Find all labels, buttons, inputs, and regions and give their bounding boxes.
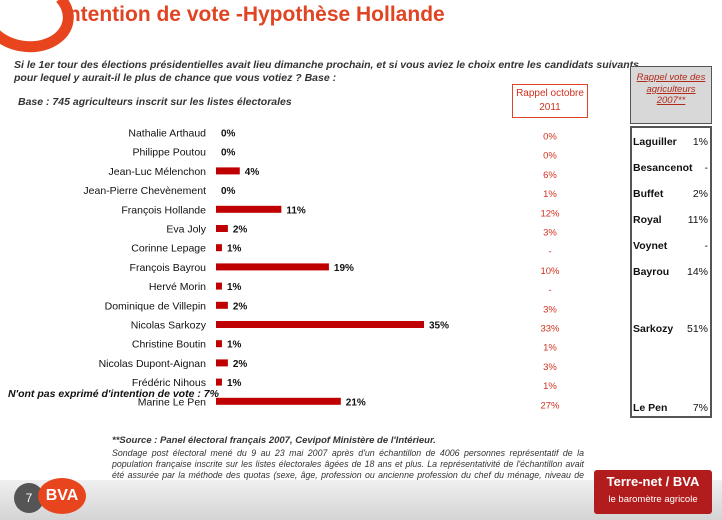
bva-logo: BVA	[38, 478, 86, 514]
bar	[216, 321, 424, 328]
side-panel-name: Bayrou	[633, 266, 670, 278]
rappel-value: -	[548, 247, 551, 258]
source-title: **Source : Panel électoral français 2007…	[112, 435, 436, 446]
terre-net-title: Terre-net / BVA	[606, 474, 700, 489]
bar	[216, 225, 228, 232]
side-panel-name: Buffet	[633, 188, 664, 200]
category-label: Jean-Luc Mélenchon	[109, 166, 207, 178]
rappel-value: 27%	[540, 400, 560, 411]
rappel-value: 3%	[543, 362, 557, 373]
rappel-value: 3%	[543, 228, 557, 239]
value-label: 0%	[221, 129, 236, 140]
value-label: 1%	[227, 282, 242, 293]
category-label: Marine Le Pen	[138, 396, 206, 408]
category-label: Nathalie Arthaud	[128, 128, 206, 140]
category-label: François Hollande	[121, 204, 206, 216]
rappel-header: Rappel octobre 2011	[512, 84, 588, 118]
side-panel-value: 14%	[686, 266, 708, 278]
rappel-value: 0%	[543, 151, 557, 162]
rappel-value: 10%	[540, 266, 560, 277]
side-panel-value: -	[704, 240, 709, 252]
terre-net-subtitle: le baromètre agricole	[608, 494, 698, 505]
value-label: 1%	[227, 340, 242, 351]
side-panel-name: Le Pen	[633, 402, 668, 414]
side-panel-value: 51%	[686, 323, 708, 335]
bar	[216, 301, 228, 309]
rappel-value: 12%	[540, 208, 560, 219]
value-label: 0%	[221, 148, 236, 159]
category-label: Nicolas Dupont-Aignan	[99, 358, 207, 370]
non-exprime-note: N'ont pas exprimé d'intention de vote : …	[8, 388, 219, 400]
bar	[216, 378, 222, 386]
category-label: Philippe Poutou	[132, 147, 206, 159]
bar	[216, 282, 222, 290]
bar	[216, 340, 222, 348]
category-label: Nicolas Sarkozy	[131, 320, 207, 332]
question-text: Si le 1er tour des élections présidentie…	[14, 59, 642, 84]
value-label: 11%	[286, 205, 306, 216]
bar	[216, 205, 282, 213]
base-text: Base : 745 agriculteurs inscrit sur les …	[18, 96, 292, 108]
side-panel-value: 11%	[687, 214, 708, 226]
side-panel-name: Voynet	[633, 240, 668, 252]
bar	[216, 167, 240, 175]
rappel-value: 1%	[543, 343, 557, 354]
value-label: 2%	[233, 301, 248, 312]
value-label: 0%	[221, 186, 236, 197]
rappel-value: 3%	[543, 304, 557, 315]
rappel-value: -	[548, 285, 551, 296]
side-panel-name: Laguiller	[633, 136, 677, 148]
rappel-value: 1%	[543, 381, 557, 392]
value-label: 21%	[346, 397, 366, 408]
category-label: François Bayrou	[130, 262, 207, 274]
rappel-value: 33%	[540, 324, 560, 335]
value-label: 1%	[227, 244, 242, 255]
side-panel-header: Rappel vote des agriculteurs 2007**	[630, 66, 712, 124]
category-label: Jean-Pierre Chevènement	[83, 185, 206, 197]
value-label: 2%	[233, 225, 248, 236]
side-panel: Laguiller 1% Besancenot - Buffet 2% Royal 11% Vo…	[630, 126, 712, 418]
terre-net-logo	[594, 470, 712, 514]
rappel-value: 6%	[543, 170, 557, 181]
value-label: 4%	[245, 167, 260, 178]
category-label: Dominique de Villepin	[105, 300, 207, 312]
bar	[216, 244, 222, 252]
category-label: Frédéric Nihous	[132, 377, 206, 389]
side-panel-name: Sarkozy	[633, 323, 674, 335]
value-label: 1%	[227, 378, 242, 389]
value-label: 2%	[233, 359, 248, 370]
bar	[216, 263, 329, 271]
side-panel-name: Royal	[633, 214, 662, 226]
side-panel-value: 2%	[692, 188, 708, 200]
page-title: Intention de vote -Hypothèse Hollande	[62, 3, 445, 26]
side-panel-value: 1%	[692, 136, 708, 148]
side-panel-value: 7%	[692, 402, 708, 414]
category-label: Corinne Lepage	[131, 243, 206, 255]
category-label: Christine Boutin	[132, 339, 206, 351]
rappel-value: 1%	[543, 189, 557, 200]
category-label: Eva Joly	[166, 224, 206, 236]
bar	[216, 397, 341, 405]
bar	[216, 359, 228, 367]
value-label: 35%	[429, 321, 449, 332]
category-label: Hervé Morin	[149, 281, 206, 293]
value-label: 19%	[334, 263, 354, 274]
side-panel-name: Besancenot	[633, 162, 693, 174]
rappel-value: 0%	[543, 132, 557, 143]
side-panel-value: -	[704, 162, 709, 174]
